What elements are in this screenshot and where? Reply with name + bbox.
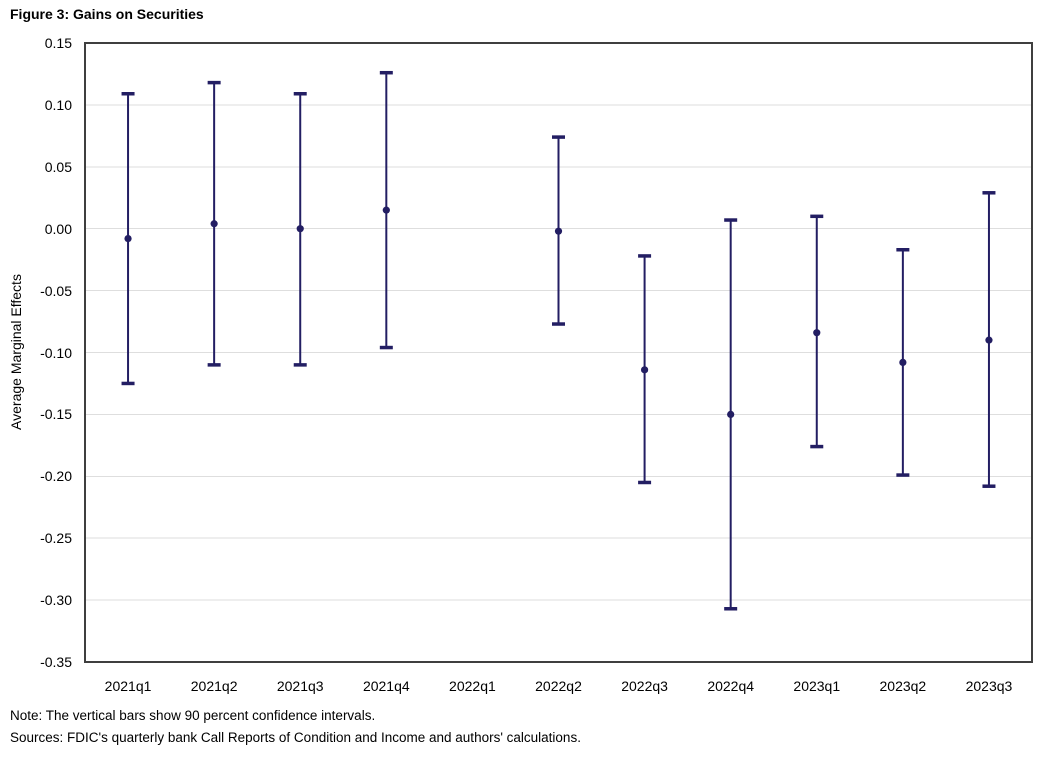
plot-border <box>84 42 1033 663</box>
x-tick-label: 2021q2 <box>190 678 238 694</box>
x-tick-label: 2023q3 <box>965 678 1013 694</box>
point-marker-2022q4 <box>727 410 735 418</box>
figure-title: Figure 3: Gains on Securities <box>10 6 204 22</box>
x-tick-label: 2021q3 <box>276 678 324 694</box>
point-marker-2021q2 <box>210 220 218 228</box>
point-marker-2023q1 <box>813 329 821 337</box>
y-tick-label: -0.10 <box>40 344 72 361</box>
y-tick-label: 0.00 <box>44 220 72 237</box>
x-tick-label: 2023q2 <box>879 678 927 694</box>
point-marker-2023q3 <box>985 336 993 344</box>
figure-note: Note: The vertical bars show 90 percent … <box>10 708 376 723</box>
point-marker-2021q3 <box>296 225 304 233</box>
y-tick-label: 0.05 <box>44 158 72 175</box>
point-marker-2022q3 <box>640 366 649 374</box>
y-tick-label: 0.10 <box>44 96 72 113</box>
x-tick-label: 2021q1 <box>104 678 152 694</box>
y-tick-label: -0.30 <box>40 592 72 609</box>
x-tick-label: 2022q1 <box>449 678 496 694</box>
y-tick-label: -0.25 <box>40 530 72 547</box>
y-tick-label: -0.20 <box>40 468 72 485</box>
y-tick-label: -0.15 <box>40 406 72 423</box>
point-marker-2021q4 <box>382 206 390 214</box>
y-tick-label: -0.35 <box>40 654 72 670</box>
x-tick-label: 2021q4 <box>362 678 410 694</box>
x-tick-label: 2022q3 <box>621 678 668 694</box>
point-marker-2023q2 <box>899 358 907 367</box>
x-tick-label: 2022q2 <box>535 678 582 694</box>
x-tick-label: 2023q1 <box>793 678 841 694</box>
figure-sources: Sources: FDIC's quarterly bank Call Repo… <box>10 730 581 745</box>
point-marker-2021q1 <box>124 235 132 243</box>
x-tick-label: 2022q4 <box>707 678 755 694</box>
y-tick-label: -0.05 <box>40 282 72 299</box>
y-tick-label: 0.15 <box>44 35 72 51</box>
point-marker-2022q2 <box>554 227 563 235</box>
